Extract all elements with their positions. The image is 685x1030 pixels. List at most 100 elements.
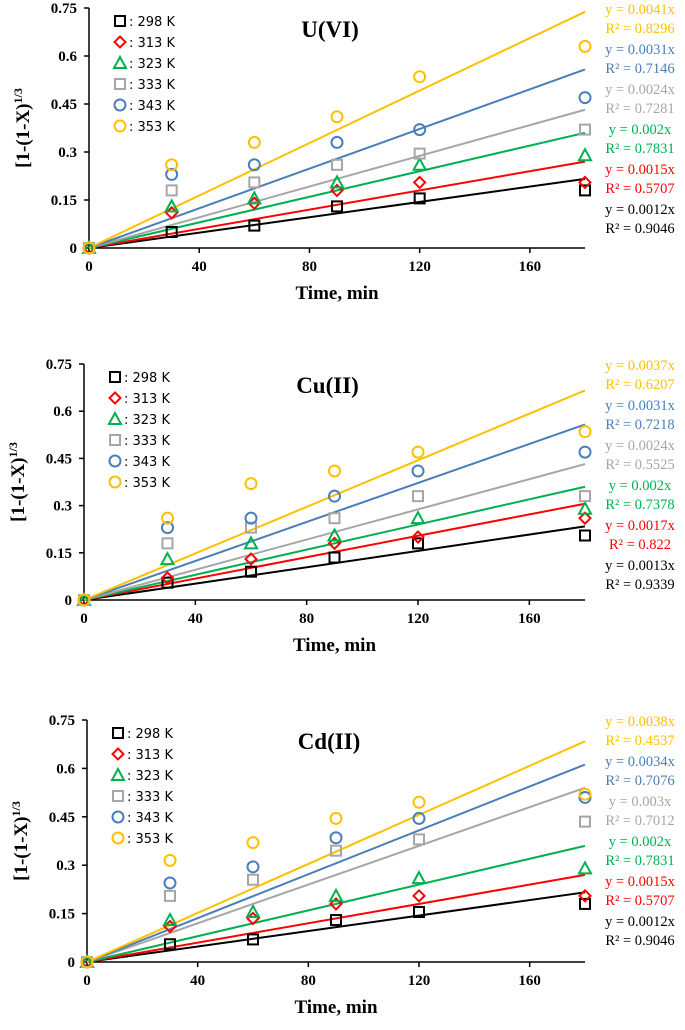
r-squared-label: R² = 0.7218 bbox=[605, 417, 674, 433]
data-point bbox=[164, 938, 176, 951]
data-point bbox=[411, 464, 425, 478]
data-point bbox=[328, 887, 344, 902]
y-tick-label: 0.3 bbox=[58, 145, 77, 161]
y-tick-label: 0.75 bbox=[46, 357, 72, 373]
data-point bbox=[247, 158, 261, 172]
data-point bbox=[163, 853, 177, 867]
r-squared-label: R² = 0.9046 bbox=[605, 933, 674, 949]
data-point bbox=[161, 511, 174, 525]
legend-marker bbox=[110, 766, 126, 781]
data-point bbox=[329, 831, 343, 845]
y-tick-label: 0 bbox=[70, 241, 78, 257]
data-point bbox=[326, 527, 343, 542]
regression-equation: y = 0.002x bbox=[609, 122, 672, 138]
data-point bbox=[330, 844, 342, 857]
y-tick-label: 0.75 bbox=[49, 713, 75, 729]
data-point bbox=[331, 158, 343, 171]
data-point bbox=[577, 500, 593, 515]
r-squared-label: R² = 0.7378 bbox=[605, 497, 674, 513]
y-tick-label: 0.15 bbox=[51, 193, 77, 209]
data-point bbox=[163, 198, 180, 213]
r-squared-label: R² = 0.4537 bbox=[605, 733, 674, 749]
y-tick-label: 0.3 bbox=[53, 499, 72, 515]
data-point bbox=[247, 873, 259, 886]
legend-marker bbox=[112, 54, 128, 69]
data-point bbox=[413, 192, 426, 205]
trendline-2 bbox=[86, 844, 586, 963]
regression-equation: y = 0.0024x bbox=[605, 82, 676, 98]
chart-panel-3: 0 0.15 0.3 0.45 0.6 0.75 0 40 80 120 160 Time, min [… bbox=[9, 713, 676, 1018]
legend-marker bbox=[113, 35, 127, 49]
x-tick-label: 160 bbox=[519, 259, 542, 275]
data-point bbox=[245, 521, 257, 534]
data-point bbox=[578, 91, 592, 105]
data-point bbox=[413, 833, 425, 846]
regression-equation: y = 0.0031x bbox=[605, 42, 676, 58]
x-tick-label: 120 bbox=[408, 973, 431, 989]
r-squared-label: R² = 0.7012 bbox=[605, 813, 674, 829]
data-point bbox=[579, 184, 591, 197]
data-point bbox=[578, 511, 592, 526]
legend-label: : 298 K bbox=[129, 15, 175, 30]
r-squared-label: R² = 0.7831 bbox=[605, 141, 674, 157]
x-tick-label: 80 bbox=[299, 611, 314, 627]
legend-marker bbox=[111, 747, 125, 761]
r-squared-label: R² = 0.7146 bbox=[605, 61, 674, 77]
data-point bbox=[247, 135, 261, 149]
data-point bbox=[579, 815, 591, 828]
data-point bbox=[244, 552, 258, 567]
regression-equation: y = 0.0041x bbox=[605, 2, 676, 18]
legend-label: : 313 K bbox=[129, 36, 175, 51]
legend-label: : 298 K bbox=[127, 727, 173, 742]
data-point bbox=[413, 70, 427, 84]
r-squared-label: R² = 0.7831 bbox=[605, 853, 674, 869]
regression-equation: y = 0.0031x bbox=[605, 398, 676, 414]
legend-label: : 333 K bbox=[129, 78, 175, 93]
regression-equation: y = 0.0015x bbox=[605, 874, 676, 890]
x-axis-label: Time, min bbox=[293, 635, 376, 656]
data-point bbox=[413, 905, 425, 918]
r-squared-label: R² = 0.9046 bbox=[605, 221, 674, 237]
data-point bbox=[412, 490, 424, 503]
r-squared-label: R² = 0.5707 bbox=[605, 181, 674, 197]
data-point bbox=[159, 551, 176, 566]
data-point bbox=[578, 175, 592, 190]
y-tick-label: 0.45 bbox=[46, 451, 72, 467]
data-point bbox=[330, 110, 344, 124]
r-squared-label: R² = 0.5525 bbox=[605, 457, 674, 473]
data-point bbox=[413, 123, 427, 137]
r-squared-label: R² = 0.7076 bbox=[605, 773, 674, 789]
data-point bbox=[82, 241, 96, 255]
r-squared-label: R² = 0.7281 bbox=[605, 101, 674, 117]
data-point bbox=[330, 914, 342, 927]
trendline-1 bbox=[86, 873, 586, 963]
legend-label: : 313 K bbox=[124, 392, 170, 407]
regression-equation: y = 0.0013x bbox=[605, 558, 676, 574]
y-tick-label: 0.6 bbox=[53, 404, 72, 420]
legend-label: : 343 K bbox=[127, 811, 173, 826]
legend-label: : 323 K bbox=[124, 413, 170, 428]
legend-marker bbox=[108, 475, 122, 489]
y-tick-label: 0.45 bbox=[51, 97, 77, 113]
data-point bbox=[577, 147, 593, 162]
trendline-4 bbox=[88, 68, 586, 249]
y-tick-label: 0 bbox=[68, 955, 76, 971]
data-point bbox=[327, 536, 342, 551]
y-tick-label: 0.3 bbox=[56, 858, 75, 874]
r-squared-label: R² = 0.5707 bbox=[605, 893, 674, 909]
legend-label: : 323 K bbox=[127, 769, 173, 784]
trendline-2 bbox=[83, 485, 586, 601]
regression-equation: y = 0.0015x bbox=[605, 162, 676, 178]
x-tick-label: 160 bbox=[518, 611, 541, 627]
y-tick-label: 0.15 bbox=[46, 546, 72, 562]
data-point bbox=[328, 512, 341, 525]
legend-label: : 333 K bbox=[127, 790, 173, 805]
data-point bbox=[328, 551, 341, 564]
data-point bbox=[329, 897, 343, 911]
trendline-2 bbox=[88, 131, 586, 249]
legend-marker bbox=[108, 454, 122, 468]
data-point bbox=[330, 135, 344, 149]
data-point bbox=[329, 174, 345, 189]
x-tick-label: 120 bbox=[407, 611, 430, 627]
